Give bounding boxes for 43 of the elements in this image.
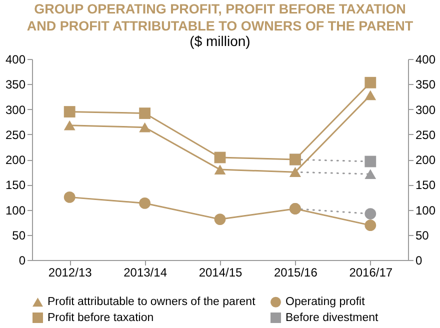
point bbox=[139, 122, 150, 132]
point bbox=[364, 90, 376, 100]
legend-label: Profit attributable to owners of the parent bbox=[48, 296, 256, 308]
chart-title: GROUP OPERATING PROFIT, PROFIT BEFORE TAXATION AND PROFIT ATTRIBUTABLE TO OWNERS OF THE PARENT bbox=[26, 2, 414, 34]
y2-tick-label: 250 bbox=[416, 128, 436, 142]
point bbox=[364, 220, 376, 232]
x-tick-label: 2012/13 bbox=[48, 266, 92, 280]
y2-tick-label: 350 bbox=[416, 78, 436, 92]
legend-label: Operating profit bbox=[286, 296, 366, 308]
x-tick-label: 2013/14 bbox=[124, 266, 168, 280]
y-tick-label: 100 bbox=[5, 203, 26, 218]
y2-tick-label: 0 bbox=[416, 254, 422, 268]
y2-tick-label: 150 bbox=[416, 178, 436, 192]
point bbox=[364, 76, 376, 88]
x-tick-label: 2015/16 bbox=[274, 266, 318, 280]
y-tick-label: 50 bbox=[12, 228, 26, 242]
point bbox=[364, 208, 376, 220]
point bbox=[64, 192, 76, 203]
y2-tick-label: 200 bbox=[416, 153, 436, 167]
legend-label: Profit before taxation bbox=[48, 312, 154, 324]
y-tick-label: 150 bbox=[5, 178, 26, 192]
y-tick-label: 350 bbox=[5, 78, 26, 92]
point bbox=[139, 198, 150, 209]
point bbox=[364, 156, 376, 168]
x-tick-label: 2016/17 bbox=[349, 266, 393, 280]
point bbox=[214, 152, 226, 164]
y2-tick-label: 300 bbox=[416, 102, 436, 117]
x-tick-label: 2014/15 bbox=[198, 266, 243, 280]
y-tick-label: 250 bbox=[5, 128, 26, 142]
y-tick-label: 300 bbox=[5, 102, 26, 117]
y2-tick-label: 50 bbox=[416, 228, 430, 242]
y2-tick-label: 100 bbox=[416, 203, 436, 218]
point bbox=[139, 108, 150, 119]
legend-label: Before divestment bbox=[286, 312, 379, 324]
chart-subtitle: ($ million) bbox=[190, 33, 250, 49]
y-tick-label: 0 bbox=[18, 254, 26, 268]
point bbox=[214, 164, 226, 174]
y-tick-label: 400 bbox=[5, 52, 26, 66]
y-tick-label: 200 bbox=[5, 153, 26, 167]
y2-tick-label: 400 bbox=[416, 52, 436, 66]
point bbox=[214, 214, 226, 225]
point bbox=[64, 106, 76, 118]
point bbox=[64, 120, 76, 130]
